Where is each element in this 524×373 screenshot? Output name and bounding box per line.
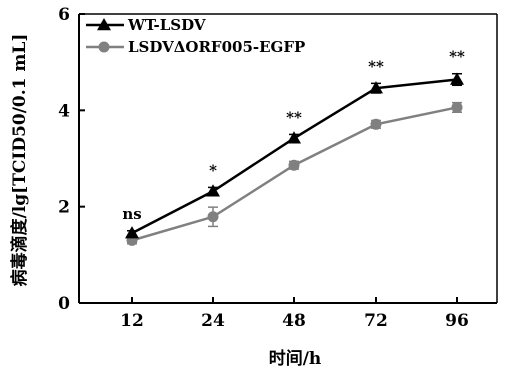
data-point [206, 184, 220, 197]
legend-label: WT-LSDV [127, 16, 206, 34]
data-point [451, 101, 463, 113]
legend-label: LSDVΔORF005-EGFP [128, 38, 305, 56]
data-point [287, 131, 301, 144]
x-tick-label: 12 [120, 311, 144, 331]
y-tick-label: 6 [58, 5, 70, 25]
y-axis-label: 病毒滴度/lg[TCID50/0.1 mL] [9, 34, 30, 287]
significance-label: ns [122, 205, 141, 223]
annotation-layer: ns******* [122, 48, 465, 223]
x-axis-label: 时间/h [269, 348, 322, 369]
legend-marker [97, 18, 111, 31]
data-point [288, 159, 300, 171]
data-point [125, 226, 139, 239]
x-tick-label: 72 [364, 311, 388, 331]
series-0 [125, 72, 464, 239]
x-tick-label: 24 [201, 311, 225, 331]
y-tick-label: 4 [58, 101, 70, 121]
significance-label: ** [449, 48, 465, 66]
significance-label: * [209, 161, 217, 179]
series-line [131, 106, 458, 242]
series-line [131, 78, 458, 235]
significance-label: ** [286, 108, 302, 126]
data-point [370, 118, 382, 130]
y-tick-label: 2 [58, 198, 70, 218]
data-point [450, 72, 464, 85]
y-tick-label: 0 [58, 294, 70, 314]
legend: WT-LSDV LSDVΔORF005-EGFP [86, 16, 305, 56]
series-layer [125, 72, 464, 246]
data-point [369, 81, 383, 94]
data-point [207, 211, 219, 223]
x-tick-label: 48 [282, 311, 306, 331]
significance-label: ** [368, 57, 384, 75]
x-tick-label: 96 [445, 311, 469, 331]
legend-marker [98, 41, 110, 53]
